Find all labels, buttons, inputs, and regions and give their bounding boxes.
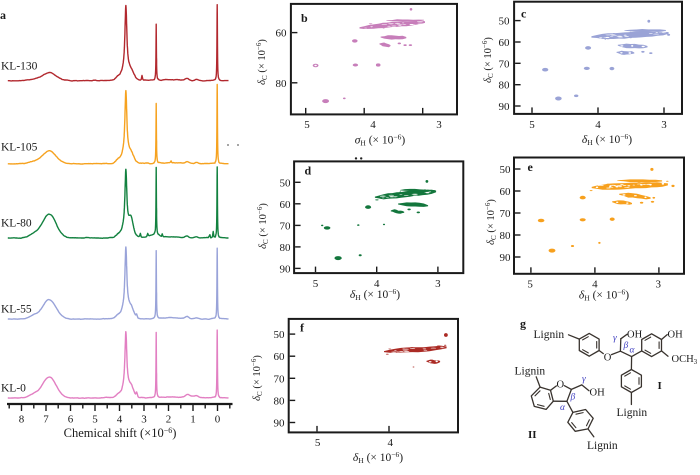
svg-text:70: 70 [499,58,511,70]
svg-text:90: 90 [499,101,511,113]
svg-text:Chemical shift (×10−6): Chemical shift (×10−6) [64,426,177,440]
svg-text:β: β [623,341,629,351]
svg-text:e: e [528,160,534,174]
svg-text:OH: OH [590,388,606,399]
svg-text:a: a [0,8,6,22]
svg-text:50: 50 [499,16,511,28]
svg-text:3: 3 [655,279,661,291]
svg-text:5: 5 [304,119,310,131]
svg-text:4: 4 [595,119,601,131]
svg-text:60: 60 [499,37,511,49]
svg-text:90: 90 [500,252,512,264]
svg-text:70: 70 [274,373,286,385]
svg-text:γ: γ [613,334,617,344]
svg-text:7: 7 [43,414,49,426]
svg-text:5: 5 [92,414,98,426]
svg-text:0: 0 [215,414,221,426]
svg-text:80: 80 [280,242,292,254]
svg-text:g: g [520,317,526,331]
svg-text:OH: OH [627,330,643,341]
svg-text:Lignin: Lignin [587,440,618,452]
svg-text:KL-55: KL-55 [1,304,32,316]
svg-text:80: 80 [276,78,288,90]
svg-text:90: 90 [280,263,292,275]
svg-text:70: 70 [500,208,512,220]
svg-text:60: 60 [276,28,288,40]
svg-text:II: II [528,429,537,441]
svg-text:OH: OH [668,330,684,341]
svg-text:80: 80 [274,395,286,407]
svg-text:3: 3 [436,119,442,131]
svg-text:2: 2 [166,414,172,426]
svg-text:Lignin: Lignin [617,407,648,419]
svg-text:50: 50 [500,164,512,176]
svg-text:60: 60 [274,351,286,363]
svg-text:60: 60 [500,186,512,198]
svg-text:KL-130: KL-130 [1,61,38,73]
svg-text:80: 80 [499,80,511,92]
svg-text:β: β [570,393,576,403]
svg-text:5: 5 [313,278,319,290]
svg-text:Lignin: Lignin [534,329,565,341]
svg-text:KL-80: KL-80 [1,218,32,230]
svg-text:KL-0: KL-0 [1,383,26,395]
svg-text:I: I [658,380,662,392]
svg-text:γ: γ [582,375,586,385]
svg-text:Lignin: Lignin [515,366,546,378]
svg-text:50: 50 [274,329,286,341]
svg-text:8: 8 [19,414,25,426]
svg-text:5: 5 [527,279,533,291]
svg-text:80: 80 [500,230,512,242]
svg-text:4: 4 [370,119,376,131]
svg-text:5: 5 [529,119,535,131]
svg-text:b: b [301,11,308,25]
svg-text:c: c [521,7,527,21]
svg-text:70: 70 [280,220,292,232]
svg-text:3: 3 [661,119,667,131]
svg-text:KL-105: KL-105 [1,142,38,154]
svg-text:4: 4 [117,414,123,426]
svg-text:1: 1 [190,414,196,426]
svg-text:60: 60 [280,199,292,211]
svg-text:5: 5 [315,437,321,449]
svg-text:50: 50 [280,177,292,189]
svg-text:90: 90 [274,418,286,430]
svg-text:3: 3 [141,414,147,426]
svg-text:O: O [557,379,565,390]
svg-text:4: 4 [388,437,394,449]
svg-text:O: O [604,353,612,364]
svg-text:6: 6 [68,414,74,426]
svg-text:d: d [305,164,312,178]
svg-text:3: 3 [435,278,441,290]
